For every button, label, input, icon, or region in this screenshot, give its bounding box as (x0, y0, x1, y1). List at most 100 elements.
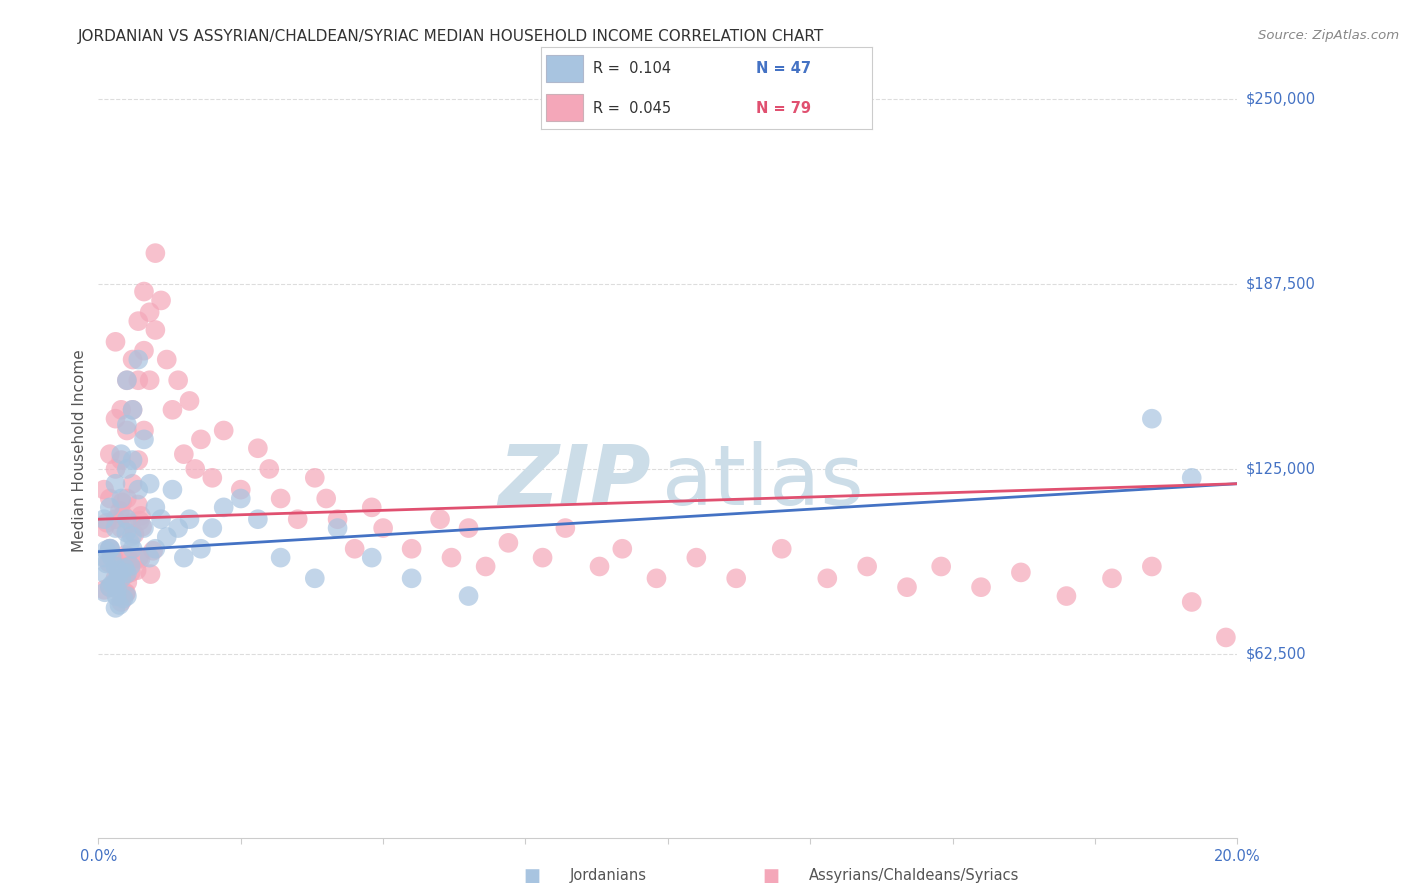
Point (110, 595, 132, 609)
Point (124, 527, 146, 541)
Point (1140, 559, 1163, 574)
Point (815, 571, 838, 585)
Point (132, 521, 155, 535)
Point (138, 550, 160, 565)
Point (326, 521, 349, 535)
Point (96, 516, 118, 530)
Text: $250,000: $250,000 (1246, 92, 1316, 107)
Point (128, 514, 150, 528)
Point (110, 453, 132, 467)
Point (201, 521, 224, 535)
Point (150, 512, 173, 526)
Point (457, 589, 479, 603)
Point (98, 580, 121, 594)
Point (110, 447, 132, 461)
Point (98, 541, 121, 556)
Point (110, 571, 132, 585)
Point (190, 541, 212, 556)
Point (343, 541, 366, 556)
Point (145, 323, 167, 337)
Point (107, 563, 129, 577)
Point (121, 402, 143, 417)
Point (114, 548, 136, 562)
Point (112, 591, 135, 606)
Point (212, 424, 235, 438)
Point (120, 558, 142, 573)
Point (120, 516, 142, 530)
Point (246, 442, 269, 456)
Point (125, 563, 148, 577)
Bar (547, 55, 582, 82)
Point (132, 433, 155, 447)
Bar (547, 95, 582, 121)
Point (373, 521, 395, 535)
Point (856, 559, 879, 574)
Point (93, 512, 115, 526)
Point (360, 550, 382, 565)
Point (1181, 471, 1204, 485)
Point (104, 600, 127, 615)
Point (117, 575, 139, 590)
Text: Assyrians/Chaldeans/Syriacs: Assyrians/Chaldeans/Syriacs (808, 869, 1019, 883)
Point (131, 520, 153, 534)
Point (115, 589, 138, 603)
Point (145, 541, 167, 556)
Point (103, 550, 125, 565)
Point (127, 498, 149, 512)
Point (156, 352, 179, 367)
Point (1140, 411, 1163, 425)
Point (142, 543, 165, 558)
Point (132, 343, 155, 358)
Point (104, 571, 127, 585)
Point (173, 550, 195, 565)
Point (121, 402, 143, 417)
Point (96, 543, 118, 558)
Point (440, 550, 463, 565)
Point (498, 536, 520, 550)
Point (117, 549, 139, 564)
Point (315, 491, 337, 506)
Point (139, 567, 162, 582)
Point (93, 483, 115, 497)
Point (896, 580, 918, 594)
Point (118, 535, 141, 549)
Point (98, 541, 121, 556)
Point (184, 462, 207, 476)
Text: R =  0.104: R = 0.104 (592, 62, 671, 76)
Point (1010, 566, 1032, 580)
Point (98, 447, 121, 461)
Point (101, 577, 124, 591)
Point (1101, 571, 1123, 585)
Point (110, 521, 132, 535)
Point (132, 424, 155, 438)
Point (104, 411, 127, 425)
Point (1056, 589, 1078, 603)
Text: atlas: atlas (662, 441, 863, 522)
Point (201, 471, 224, 485)
Point (132, 285, 155, 299)
Point (104, 521, 127, 535)
Point (429, 512, 451, 526)
Text: Jordanians: Jordanians (569, 869, 647, 883)
Point (127, 373, 149, 387)
Point (115, 566, 138, 581)
Point (115, 373, 138, 387)
Point (97, 556, 120, 570)
Point (93, 582, 115, 597)
Point (401, 571, 423, 585)
Point (270, 491, 292, 506)
Point (127, 483, 149, 497)
Point (104, 334, 127, 349)
Point (145, 500, 167, 515)
Text: $187,500: $187,500 (1246, 277, 1316, 292)
Point (108, 504, 131, 518)
Point (104, 462, 127, 476)
Point (110, 491, 132, 506)
Point (115, 417, 138, 432)
Point (725, 571, 748, 585)
Point (111, 495, 134, 509)
Point (246, 512, 269, 526)
Point (259, 462, 281, 476)
Point (770, 541, 793, 556)
Point (531, 550, 554, 565)
